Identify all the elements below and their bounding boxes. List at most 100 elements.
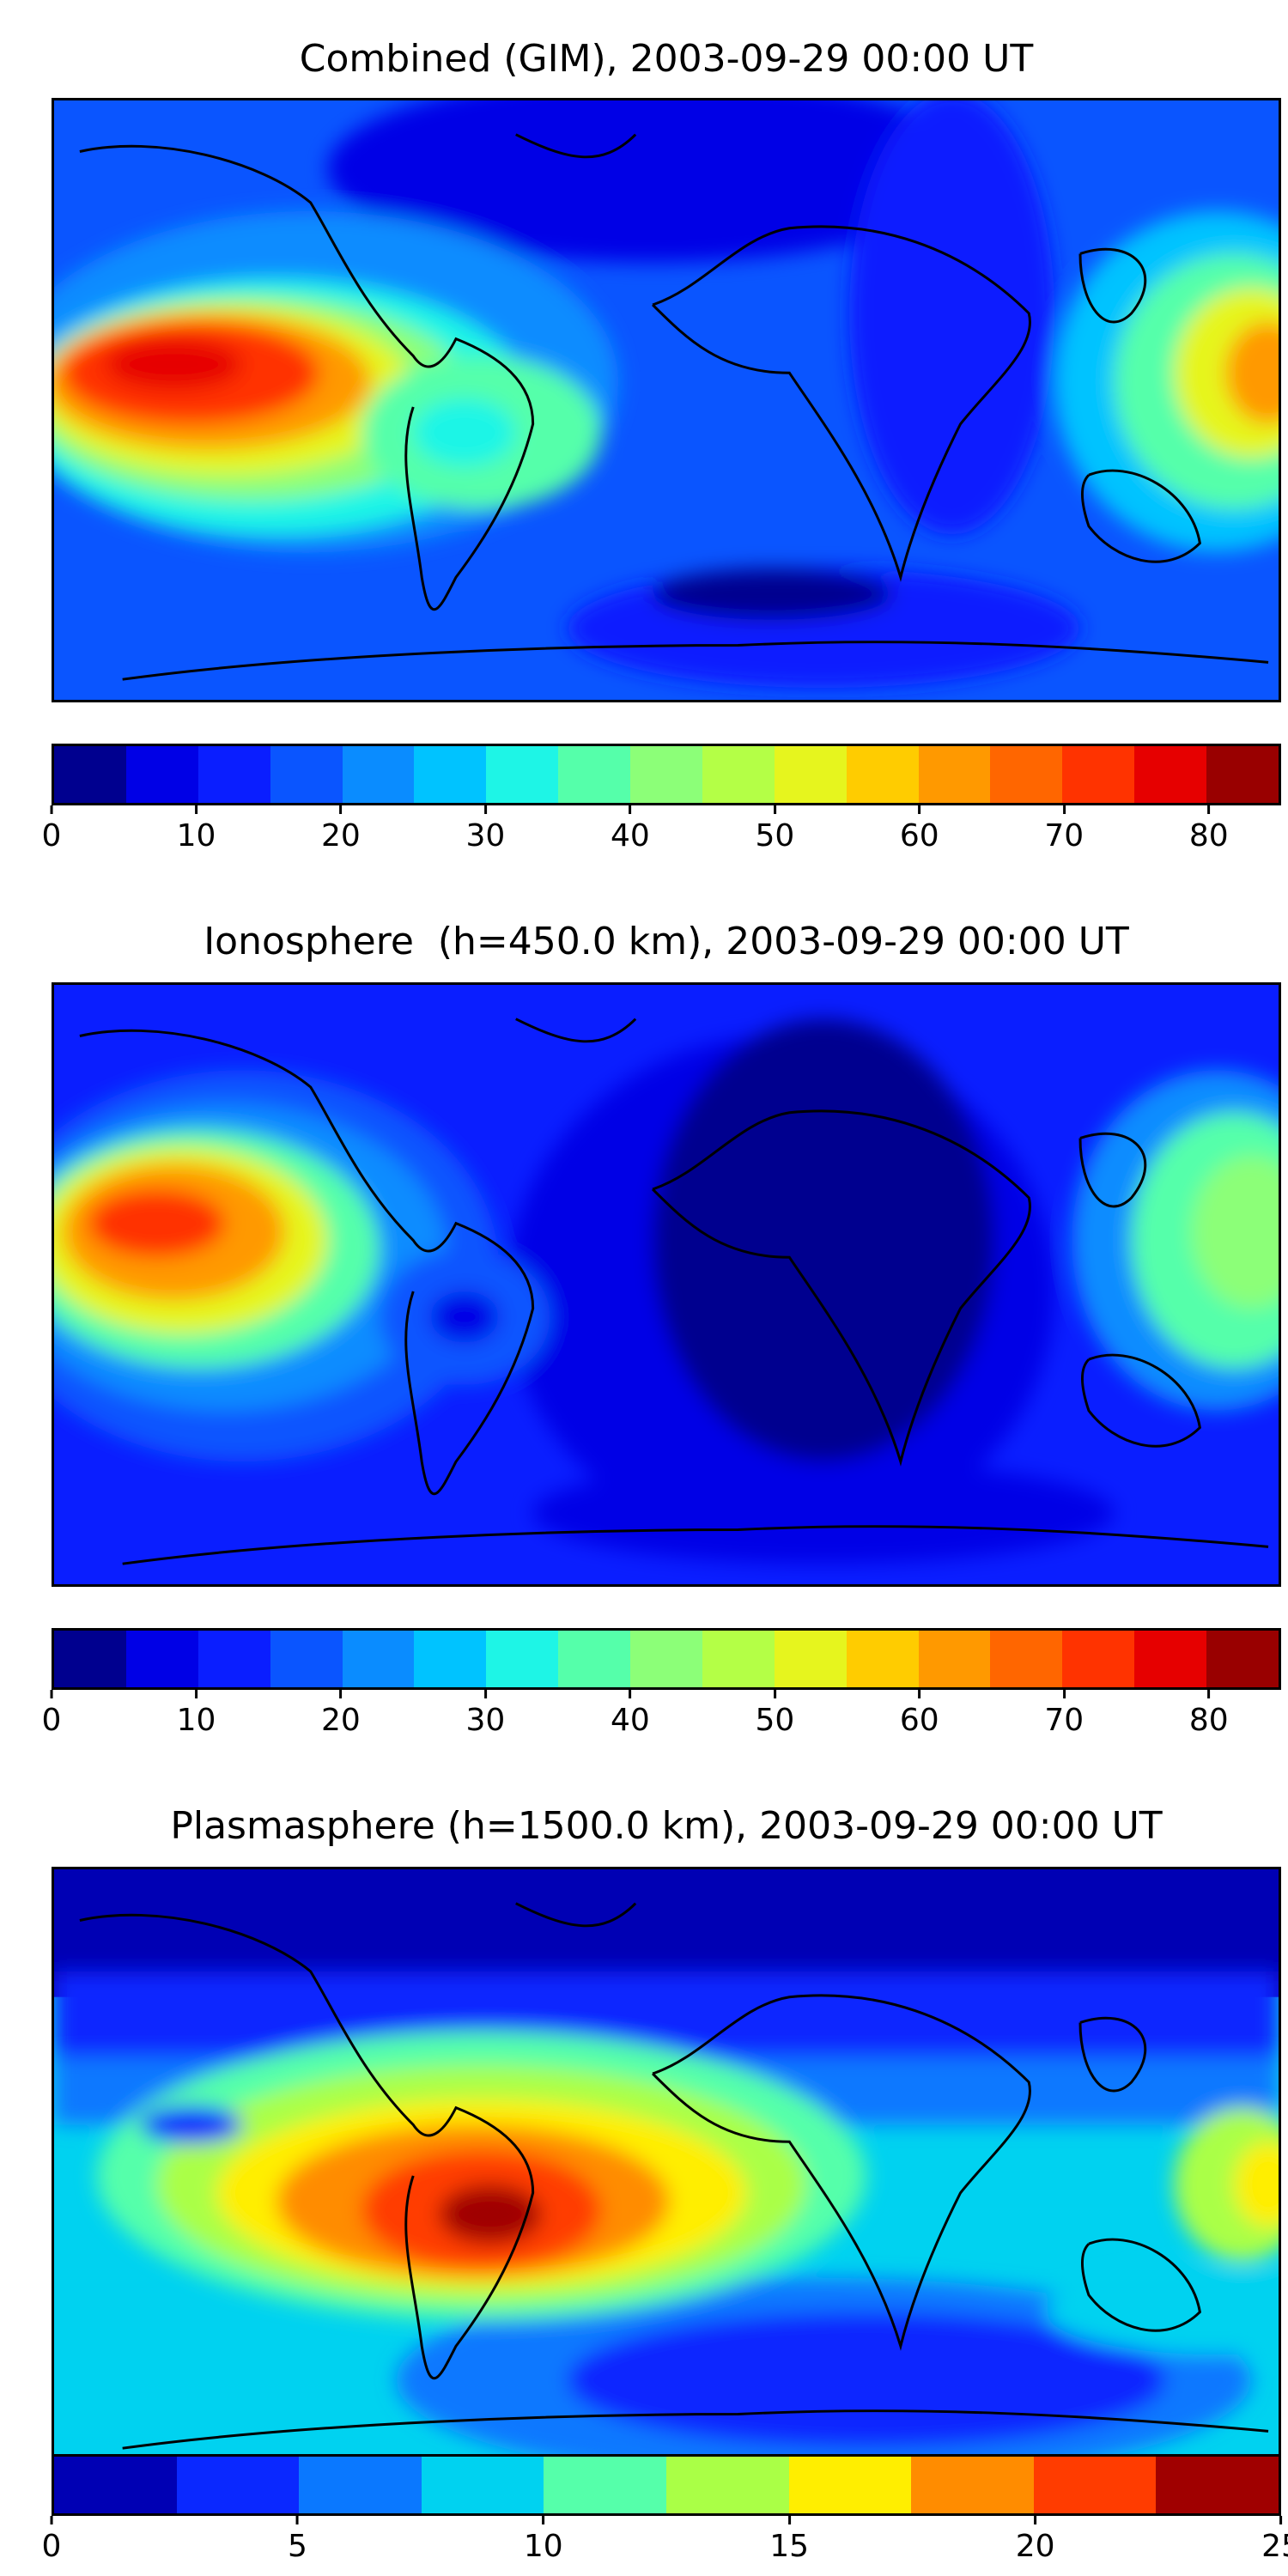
colorbar-tick: 50	[755, 1690, 794, 1740]
colorbar-segment	[774, 746, 847, 803]
colorbar-tick-label: 20	[321, 818, 361, 854]
colorbar-tick-label: 0	[41, 818, 62, 854]
colorbar-tick-mark	[773, 1690, 776, 1698]
coastlines	[79, 1902, 1269, 2450]
colorbar-tick: 70	[1044, 805, 1084, 855]
colorbar-segment	[630, 746, 702, 803]
colorbar-segment	[558, 1631, 630, 1687]
colorbar-segment	[54, 746, 126, 803]
colorbar-tick-label: 25	[1261, 2529, 1288, 2564]
colorbar-ticks: 0 10 20 30 40 50 60 70 80	[42, 1690, 1281, 1741]
colorbar-tick: 15	[769, 2516, 809, 2566]
colorbar-tick: 80	[1189, 1690, 1229, 1740]
colorbar-segment	[1134, 1631, 1206, 1687]
colorbar-segment	[414, 1631, 487, 1687]
colorbar-ticks: 0 10 20 30 40 50 60 70 80	[42, 805, 1281, 857]
colorbar-tick-mark	[773, 805, 776, 814]
colorbar-tick-mark	[918, 1690, 921, 1698]
colorbar-segment	[630, 1631, 702, 1687]
colorbar-tick: 80	[1189, 805, 1229, 855]
coastlines	[79, 1018, 1269, 1565]
tec-map-contours	[54, 985, 1279, 1584]
colorbar-tick-mark	[1062, 1690, 1066, 1698]
colorbar-tick-label: 80	[1188, 818, 1229, 854]
colorbar-tick: 0	[42, 2516, 61, 2566]
colorbar-tick-label: 60	[899, 818, 939, 854]
colorbar-tick: 30	[466, 1690, 505, 1740]
colorbar-tick-label: 40	[610, 1703, 650, 1738]
colorbar-segment	[54, 1631, 126, 1687]
colorbar-segment	[299, 2457, 422, 2513]
colorbar-segment	[702, 1631, 775, 1687]
colorbar-tick-mark	[483, 805, 487, 814]
colorbar-segment	[558, 746, 630, 803]
panel-combined: Combined (GIM), 2003-09-29 00:00 UT	[0, 0, 1288, 867]
colorbar-tick: 40	[611, 805, 650, 855]
colorbar-tick: 25	[1261, 2516, 1288, 2566]
colorbar-tick-mark	[339, 805, 343, 814]
colorbar-tick: 50	[755, 805, 794, 855]
colorbar-segment	[788, 2457, 912, 2513]
colorbar-segment	[544, 2457, 666, 2513]
colorbar-segment	[125, 746, 198, 803]
colorbar-segment	[414, 746, 487, 803]
colorbar-segment	[918, 1631, 991, 1687]
colorbar-segment	[176, 2457, 300, 2513]
colorbar-tick-label: 10	[176, 1703, 216, 1738]
colorbar-tick-label: 5	[287, 2529, 307, 2564]
colorbar-tick: 70	[1044, 1690, 1084, 1740]
colorbar-tick-label: 10	[523, 2529, 563, 2564]
colorbar-segment	[990, 746, 1063, 803]
colorbar-ticks: 0 5 10 15 20 25	[42, 2516, 1288, 2567]
panel-plasmasphere: Plasmasphere (h=1500.0 km), 2003-09-29 0…	[0, 1769, 1288, 2576]
colorbar-segment	[1062, 746, 1135, 803]
tec-map-contours	[54, 100, 1279, 700]
colorbar-tick-label: 40	[610, 818, 650, 854]
colorbar	[52, 1628, 1281, 1690]
colorbar-tick-mark	[1034, 2516, 1037, 2524]
colorbar-tick-mark	[1279, 2516, 1283, 2524]
colorbar-tick-mark	[918, 805, 921, 814]
colorbar-tick-label: 20	[1015, 2529, 1055, 2564]
colorbar-tick: 30	[466, 805, 505, 855]
colorbar-tick: 5	[288, 2516, 307, 2566]
colorbar-segment	[1206, 746, 1279, 803]
colorbar-segment	[1156, 2457, 1279, 2513]
colorbar-tick-mark	[50, 1690, 53, 1698]
colorbar-segment	[846, 746, 919, 803]
tec-map	[52, 982, 1281, 1587]
colorbar-tick-mark	[339, 1690, 343, 1698]
colorbar	[52, 2454, 1281, 2516]
colorbar-tick-label: 15	[769, 2529, 810, 2564]
colorbar-segment	[270, 746, 343, 803]
colorbar-segment	[911, 2457, 1034, 2513]
colorbar	[52, 744, 1281, 805]
colorbar-segment	[1134, 746, 1206, 803]
panel-title: Plasmasphere (h=1500.0 km), 2003-09-29 0…	[170, 1804, 1163, 1848]
colorbar-tick-label: 80	[1188, 1703, 1229, 1738]
colorbar-segment	[125, 1631, 198, 1687]
colorbar-tick-label: 0	[41, 1703, 62, 1738]
colorbar-tick-label: 70	[1044, 818, 1084, 854]
colorbar-segment	[774, 1631, 847, 1687]
colorbar-tick-mark	[50, 2516, 53, 2524]
panel-title: Combined (GIM), 2003-09-29 00:00 UT	[299, 37, 1034, 81]
colorbar-segment	[918, 746, 991, 803]
colorbar-tick: 0	[41, 805, 62, 855]
colorbar-segment	[1033, 2457, 1157, 2513]
colorbar-tick-label: 50	[755, 818, 795, 854]
colorbar-tick: 20	[1016, 2516, 1055, 2566]
colorbar-segment	[270, 1631, 343, 1687]
colorbar-tick: 10	[177, 805, 216, 855]
colorbar-tick: 60	[900, 805, 939, 855]
colorbar-segment	[1062, 1631, 1135, 1687]
colorbar-tick-mark	[194, 1690, 197, 1698]
colorbar-tick: 0	[41, 1690, 62, 1740]
colorbar-tick-mark	[787, 2516, 791, 2524]
colorbar-segment	[486, 1631, 559, 1687]
colorbar-tick: 10	[177, 1690, 216, 1740]
colorbar-segment	[846, 1631, 919, 1687]
colorbar-tick-label: 20	[321, 1703, 361, 1738]
colorbar-tick-mark	[483, 1690, 487, 1698]
panel-ionosphere: Ionosphere (h=450.0 km), 2003-09-29 00:0…	[0, 884, 1288, 1752]
